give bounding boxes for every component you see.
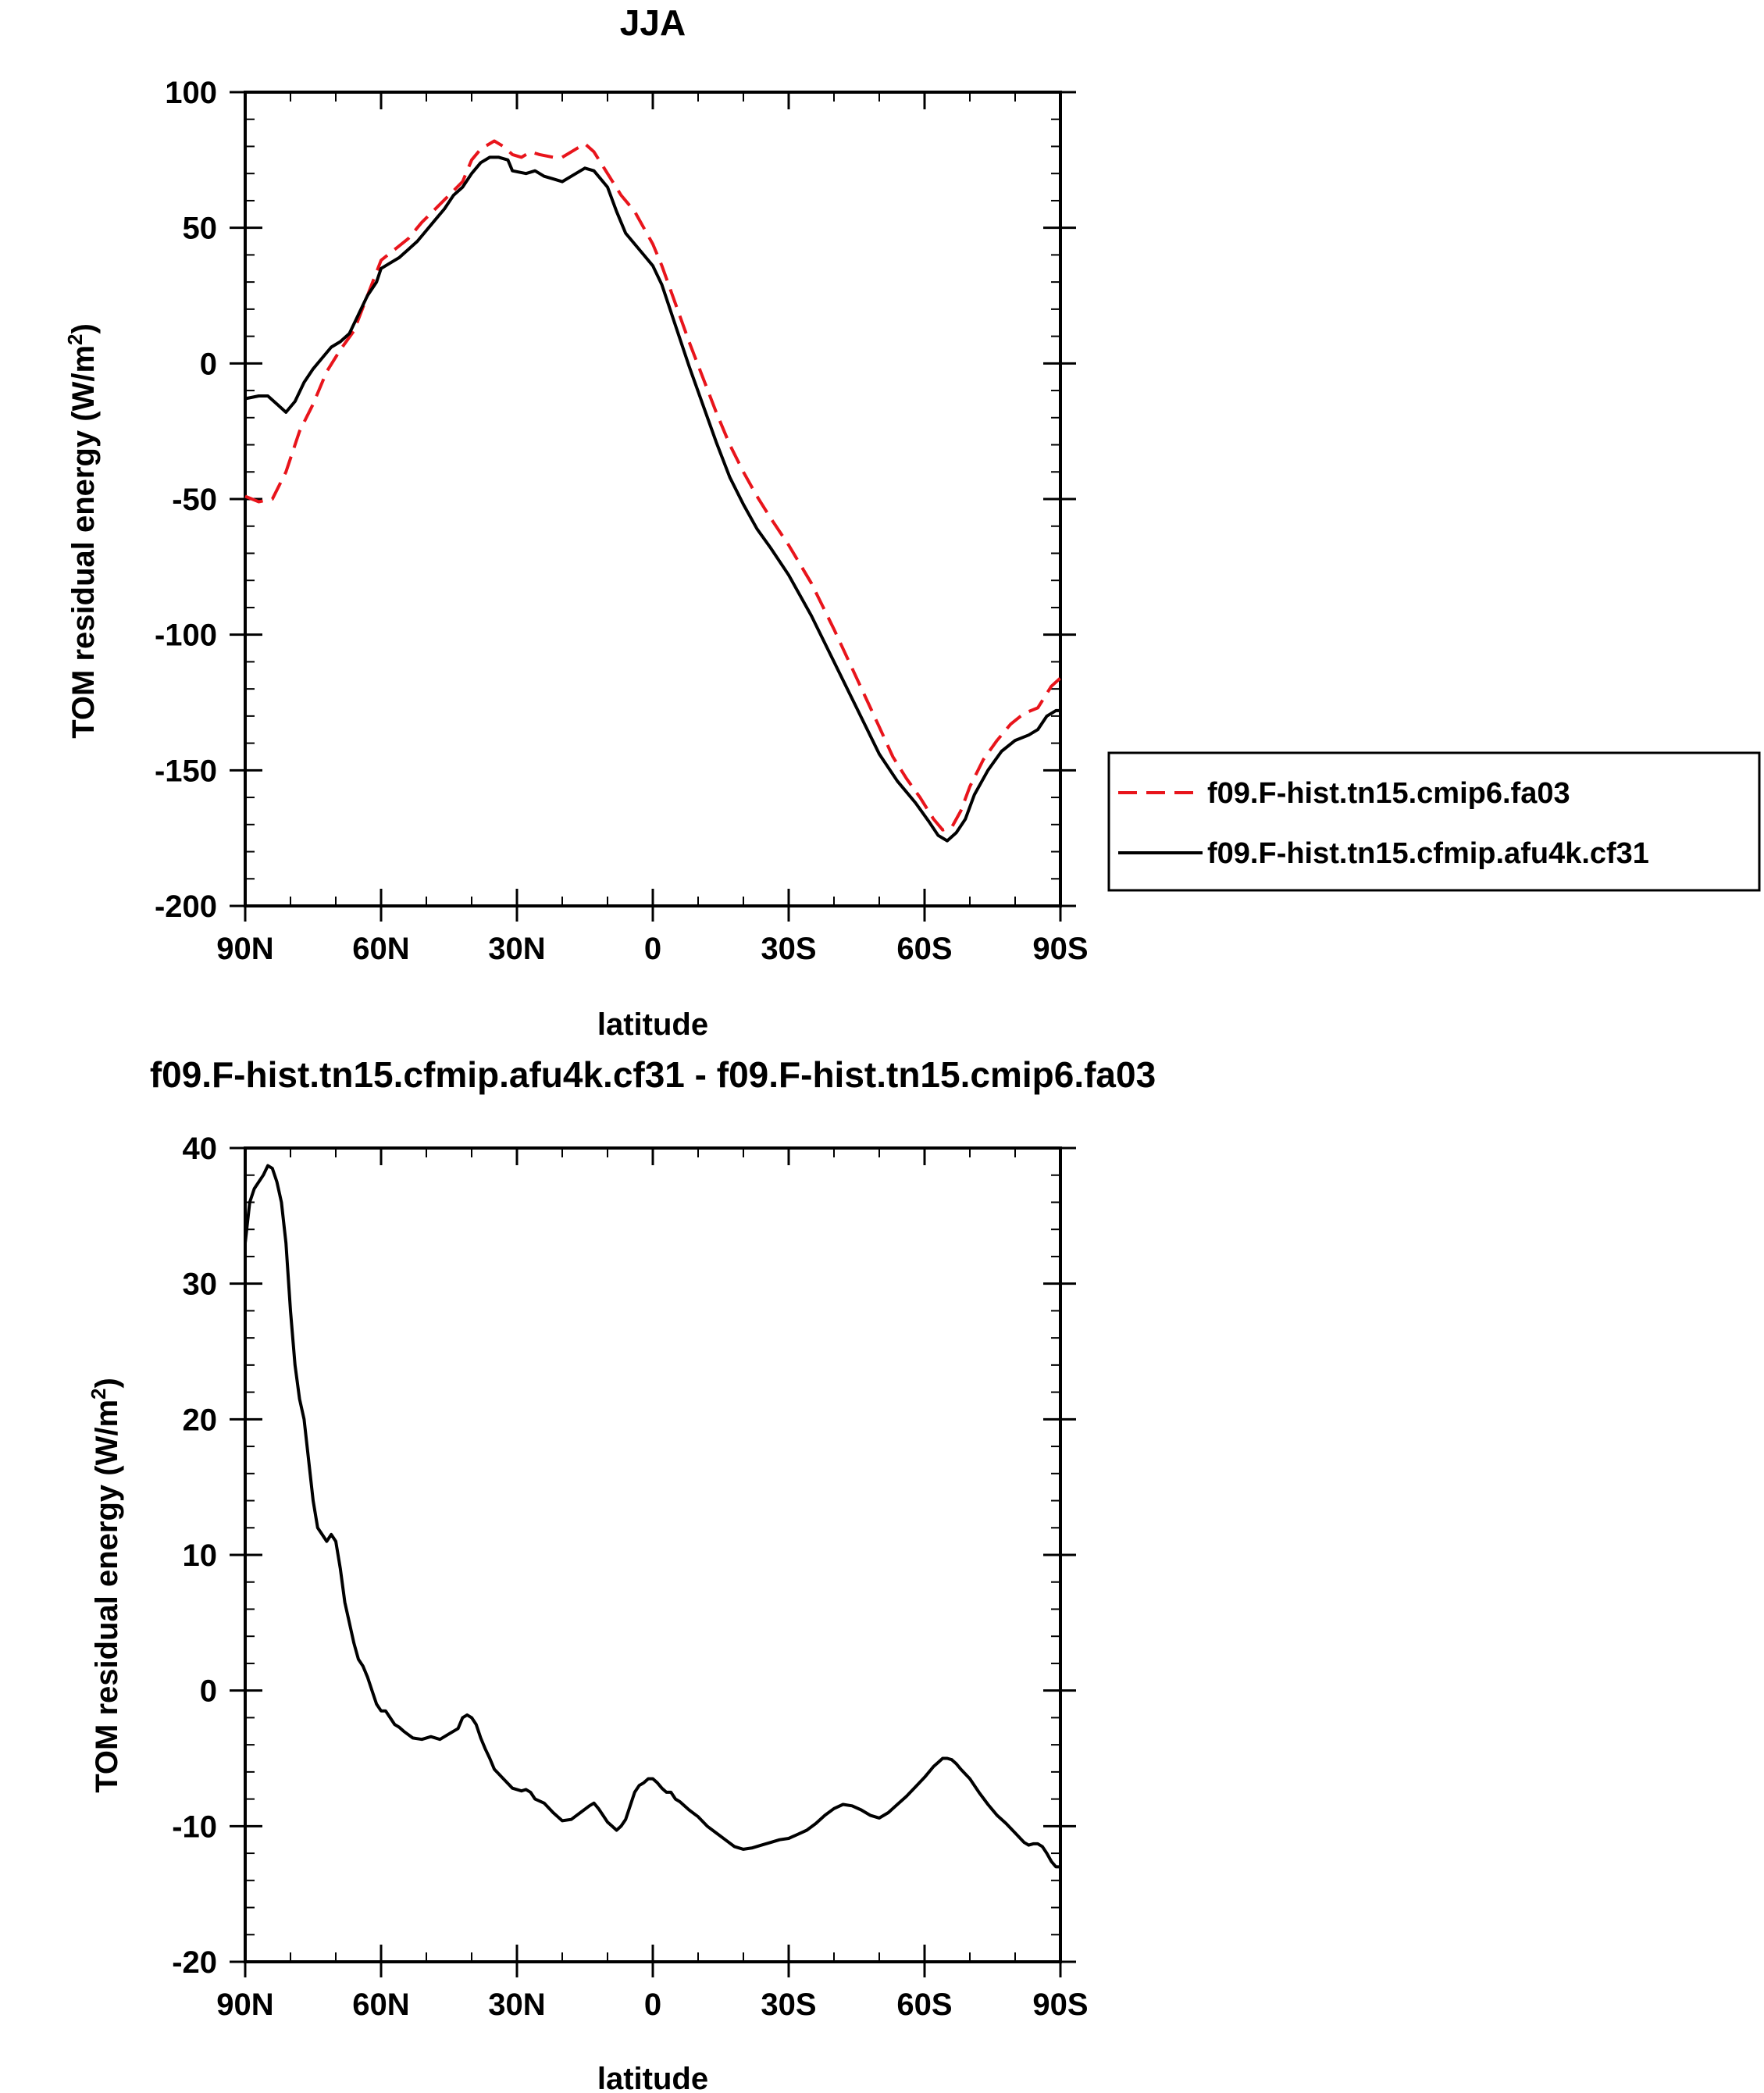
legend-label-cfmip: f09.F-hist.tn15.cfmip.afu4k.cf31 (1207, 837, 1649, 870)
top-x-tick-label: 30N (488, 932, 545, 966)
bottom-x-tick-label: 30S (761, 1988, 816, 2022)
bottom-x-axis-label: latitude (597, 2062, 708, 2093)
legend: f09.F-hist.tn15.cmip6.fa03 f09.F-hist.tn… (1107, 751, 1761, 892)
bottom-x-tick-label: 30N (488, 1988, 545, 2022)
bottom-y-tick-label: 40 (183, 1132, 218, 1166)
top-axes: 90N 60N 30N 0 30S 60S 90S 100 50 0 -50 -100 -150 -200 (155, 76, 1089, 966)
top-series-line-0 (244, 139, 1062, 832)
bottom-y-tick-label: 0 (200, 1674, 217, 1709)
bottom-axes: 90N 60N 30N 0 30S 60S 90S 40 30 20 10 0 -10 -20 (172, 1132, 1088, 2022)
top-x-tick-label: 0 (644, 932, 661, 966)
legend-box (1107, 751, 1761, 892)
bottom-panel: f09.F-hist.tn15.cfmip.afu4k.cf31 - f09.F… (87, 1054, 1156, 2093)
bottom-x-tick-label: 60N (352, 1988, 409, 2022)
bottom-series-line-0 (244, 1164, 1060, 1869)
bottom-y-tick-label: -10 (172, 1810, 217, 1844)
top-plot-frame (244, 91, 1062, 907)
top-series-line-1 (244, 155, 1060, 843)
top-panel: JJA 90N 60N 30N 0 30S 60S 90S 100 50 0 -50 -100 -150… (63, 2, 1089, 1042)
top-x-tick-label: 60S (896, 932, 952, 966)
top-x-tick-label: 90S (1032, 932, 1088, 966)
top-x-tick-label: 90N (216, 932, 273, 966)
top-y-tick-label: -150 (155, 754, 217, 788)
top-y-tick-label: -50 (172, 483, 217, 517)
legend-label-cmip6: f09.F-hist.tn15.cmip6.fa03 (1207, 777, 1570, 810)
top-x-tick-label: 60N (352, 932, 409, 966)
bottom-y-tick-label: 30 (183, 1268, 218, 1302)
top-y-tick-label: 50 (183, 212, 218, 246)
bottom-series-group (244, 1164, 1060, 1869)
bottom-y-axis-label: TOM residual energy (W/m2) (87, 1378, 124, 1793)
bottom-x-tick-label: 90S (1032, 1988, 1088, 2022)
top-y-tick-label: -200 (155, 890, 217, 924)
bottom-y-tick-label: 10 (183, 1539, 218, 1573)
bottom-chart-title: f09.F-hist.tn15.cfmip.afu4k.cf31 - f09.F… (150, 1054, 1156, 1095)
bottom-y-tick-label: 20 (183, 1403, 218, 1437)
top-y-tick-label: 100 (165, 76, 217, 110)
top-y-tick-label: 0 (200, 347, 217, 381)
bottom-x-tick-label: 0 (644, 1988, 661, 2022)
top-y-tick-label: -100 (155, 619, 217, 653)
top-series-group (244, 139, 1062, 843)
bottom-x-tick-label: 90N (216, 1988, 273, 2022)
top-x-axis-label: latitude (597, 1007, 708, 1042)
bottom-plot-frame (244, 1146, 1062, 1963)
top-y-axis-label: TOM residual energy (W/m2) (63, 323, 101, 739)
bottom-y-tick-label: -20 (172, 1945, 217, 1980)
top-x-tick-label: 30S (761, 932, 816, 966)
top-chart-title: JJA (620, 2, 686, 43)
bottom-x-tick-label: 60S (896, 1988, 952, 2022)
